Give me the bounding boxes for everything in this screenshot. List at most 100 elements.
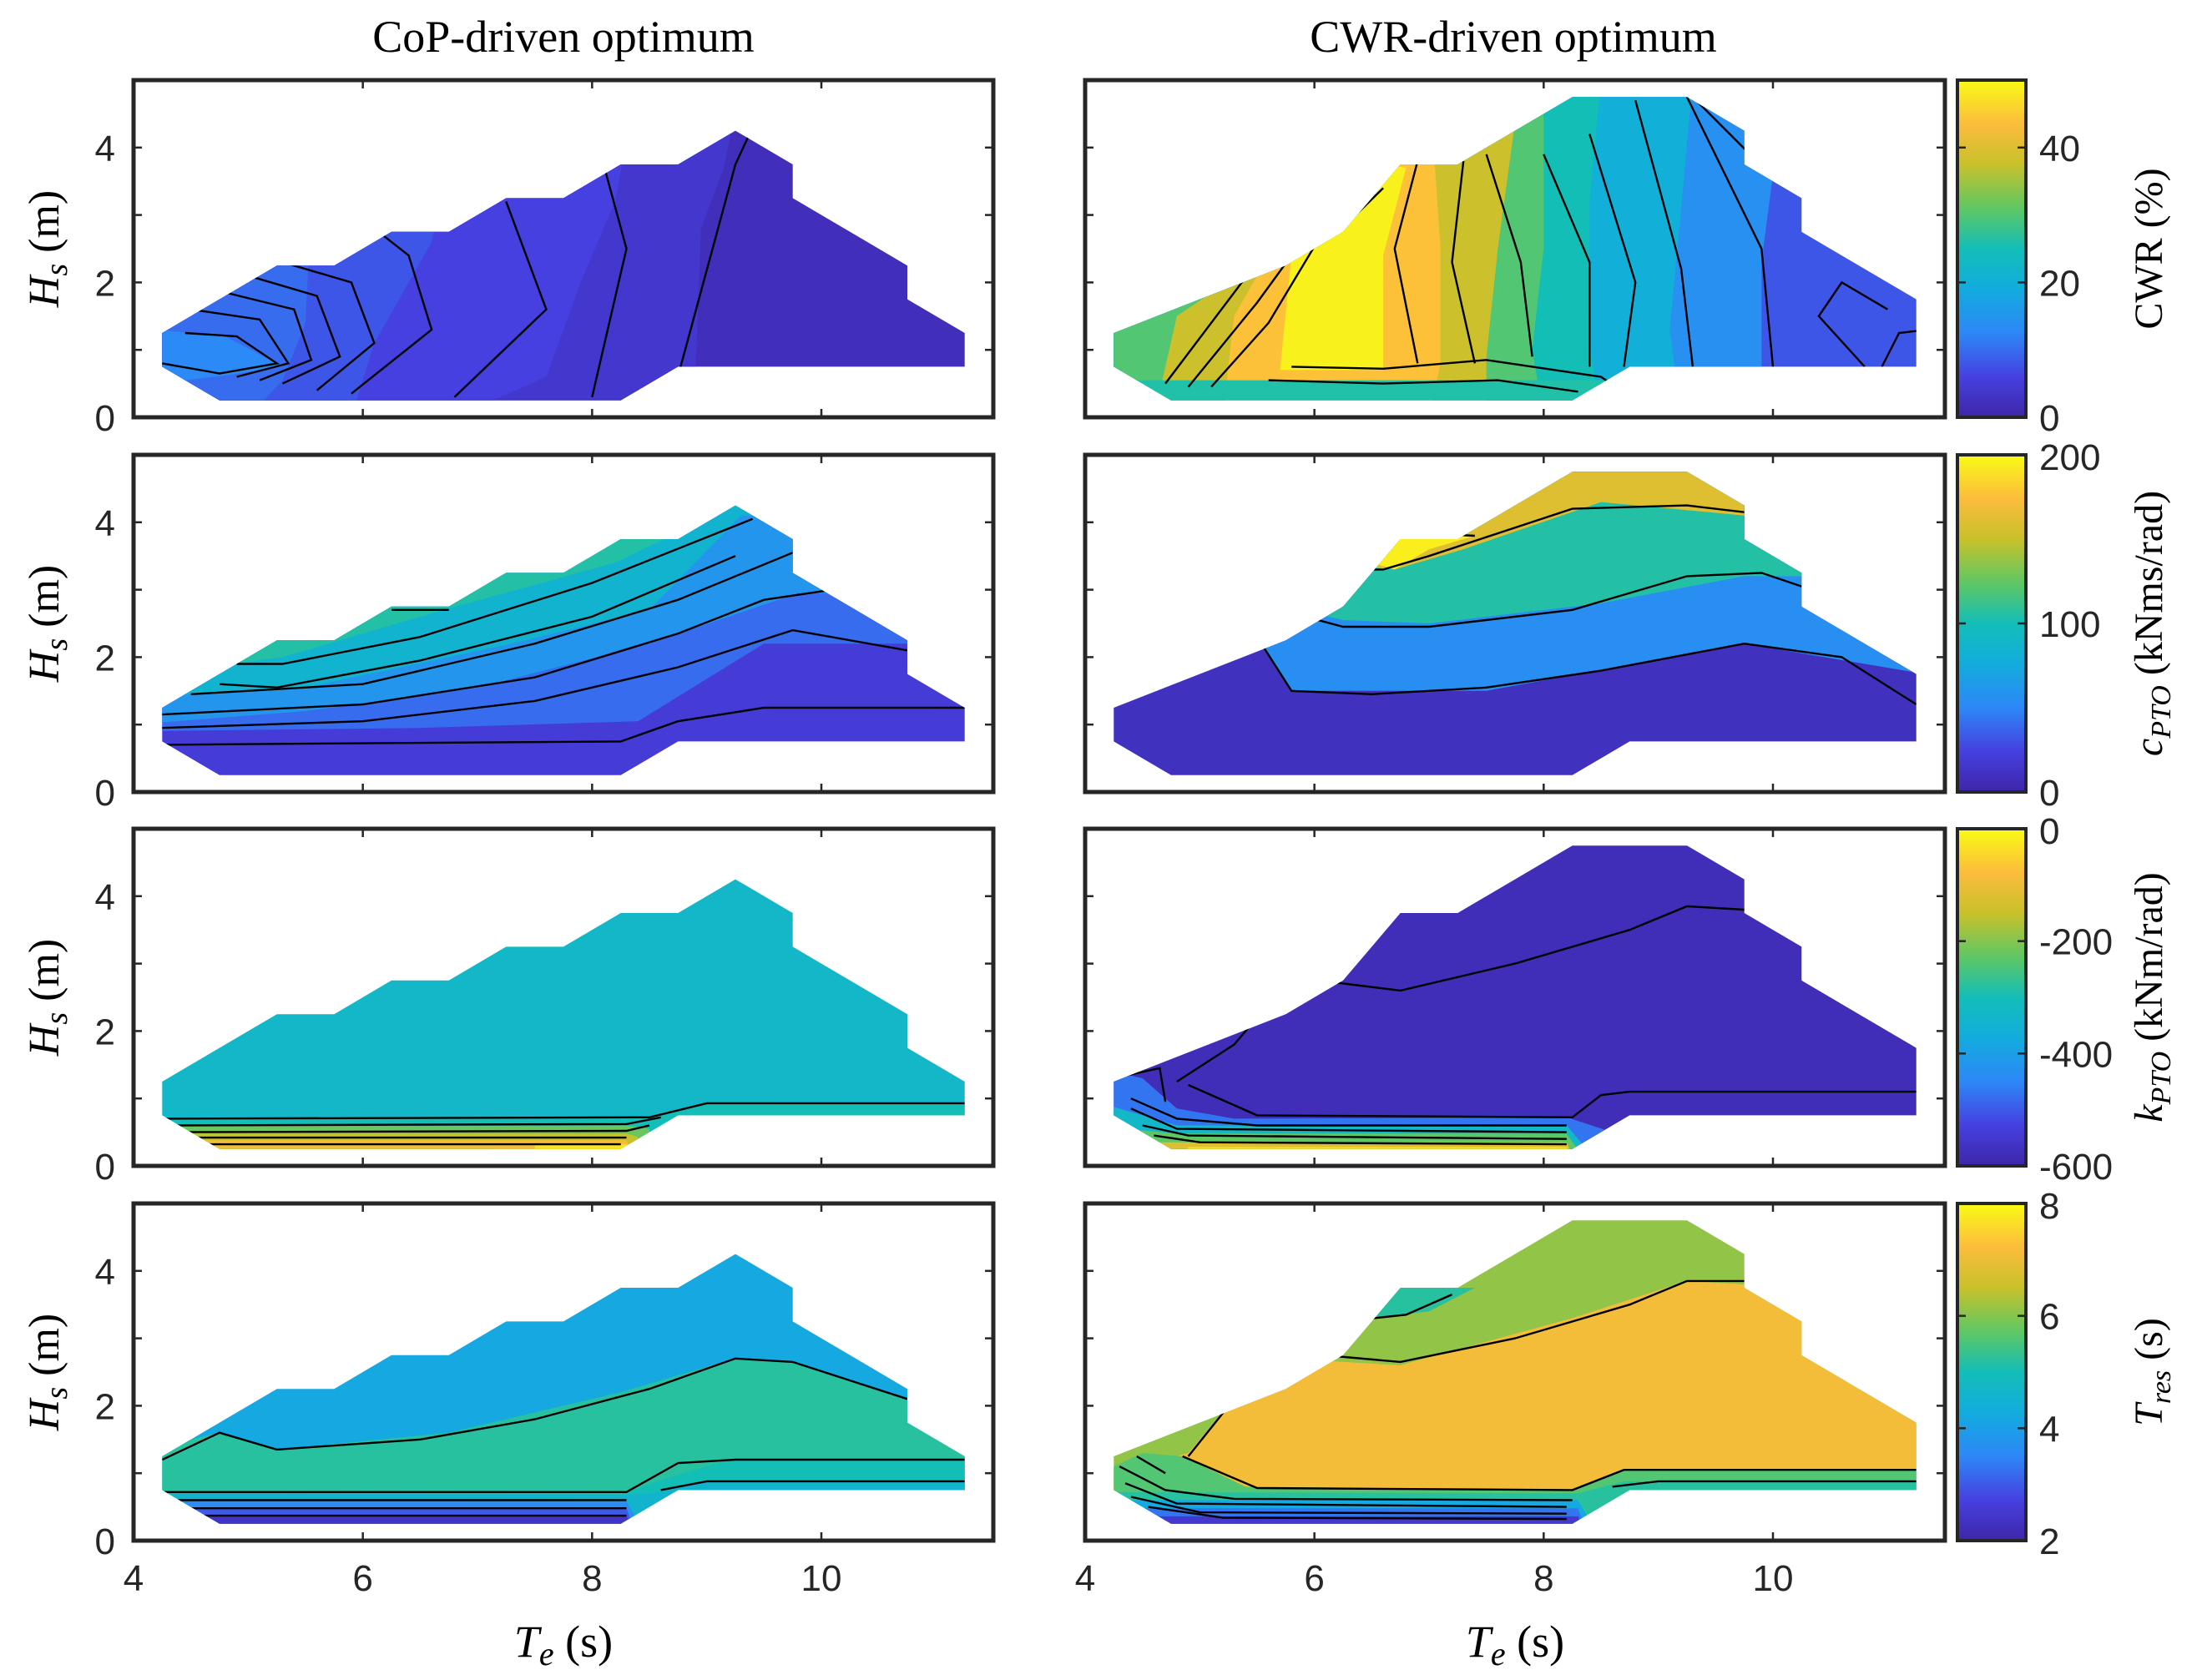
band-kpto-90 bbox=[162, 1140, 639, 1149]
axes-r3-c0: 0 2 4 Hs (m) 4 6 8 10 Te (s) bbox=[21, 1201, 996, 1672]
axes-box bbox=[1083, 78, 1947, 420]
contour-line bbox=[1634, 99, 1694, 367]
colorbar-label: CWR (%) bbox=[2127, 168, 2171, 329]
column-title-left: CoP-driven optimum bbox=[372, 12, 755, 62]
colorbar-tick-label: 4 bbox=[2039, 1409, 2059, 1450]
contour-line bbox=[1255, 636, 1917, 706]
colorbar-2: -600 -400 -200 0 kPTO (kNm/rad) bbox=[1956, 811, 2177, 1188]
x-tick-label: 6 bbox=[352, 1558, 372, 1599]
contour-line bbox=[162, 628, 908, 729]
axes-box bbox=[1083, 452, 1947, 795]
colorbar-tick-label: -600 bbox=[2039, 1147, 2113, 1188]
colorbar-tick-label: 100 bbox=[2039, 604, 2100, 645]
contour-line bbox=[671, 130, 754, 398]
colorbar-tick-label: 0 bbox=[2039, 398, 2059, 439]
contour-line bbox=[1685, 97, 1775, 367]
axes-box bbox=[131, 826, 996, 1168]
y-tick-label: 2 bbox=[95, 263, 115, 304]
x-tick-label: 8 bbox=[1533, 1558, 1553, 1599]
contour-line bbox=[1187, 255, 1293, 388]
y-tick-label: 0 bbox=[95, 1147, 115, 1188]
contour-line bbox=[1124, 1482, 1567, 1508]
x-tick-label: 10 bbox=[801, 1558, 842, 1599]
panel-4-contours bbox=[162, 879, 965, 1149]
axes-r0-c0: 0 2 4 Hs (m) bbox=[21, 78, 996, 439]
y-tick-label: 4 bbox=[95, 877, 115, 918]
contour-line bbox=[162, 1124, 650, 1133]
colorbar-tick-label: 6 bbox=[2039, 1297, 2059, 1338]
y-tick-label: 4 bbox=[95, 503, 115, 544]
band-cwr-13 bbox=[162, 330, 283, 384]
contour-line bbox=[1142, 1124, 1567, 1140]
colorbar-tick-label: 200 bbox=[2039, 437, 2100, 478]
band-cwr-49 bbox=[1280, 161, 1407, 371]
contour-line bbox=[453, 200, 548, 398]
x-tick-label: 6 bbox=[1304, 1558, 1324, 1599]
colorbar-tick-label: 20 bbox=[2039, 263, 2080, 304]
colorbar-tick-label: 0 bbox=[2039, 773, 2059, 814]
y-axis-label: Hs (m) bbox=[21, 190, 74, 308]
y-tick-label: 0 bbox=[95, 1521, 115, 1562]
contour-line bbox=[660, 1480, 965, 1491]
contour-line bbox=[282, 261, 376, 391]
colorbar-label: Tres (s) bbox=[2127, 1318, 2177, 1426]
band-kpto-120 bbox=[1142, 1142, 1578, 1149]
panel-2-contours bbox=[162, 505, 965, 775]
contour-line bbox=[190, 552, 794, 695]
y-tick-label: 0 bbox=[95, 398, 115, 439]
colorbar-tick-label: 2 bbox=[2039, 1521, 2059, 1562]
contour-line bbox=[1119, 1466, 1573, 1501]
colorbar-0: 0 20 40 CWR (%) bbox=[1956, 78, 2171, 439]
contour-line bbox=[1130, 1496, 1567, 1515]
contour-line bbox=[1130, 1097, 1567, 1127]
contour-line bbox=[1612, 1480, 1917, 1488]
y-axis-label: Hs (m) bbox=[21, 1314, 74, 1431]
contour-line bbox=[1176, 905, 1745, 1083]
contour-line bbox=[1130, 1107, 1567, 1133]
y-tick-label: 2 bbox=[95, 638, 115, 679]
contour-line bbox=[1280, 572, 1802, 628]
colorbar-tick-label: 0 bbox=[2039, 811, 2059, 852]
panel-7-contours bbox=[1114, 1220, 1917, 1524]
contour-line bbox=[236, 517, 754, 665]
contour-line bbox=[162, 1102, 965, 1120]
contour-line bbox=[190, 308, 290, 378]
contour-line bbox=[1588, 134, 1637, 367]
axes-r2-c1 bbox=[1083, 826, 1947, 1168]
contour-line bbox=[162, 1458, 965, 1494]
contour-line bbox=[1268, 379, 1578, 393]
contour-line bbox=[162, 588, 833, 716]
contour-line bbox=[1182, 1455, 1917, 1491]
axes-box bbox=[1083, 1201, 1947, 1543]
x-tick-label: 10 bbox=[1753, 1558, 1794, 1599]
contour-line bbox=[351, 227, 433, 395]
panel-1-contours bbox=[1114, 97, 1917, 401]
contour-line bbox=[1188, 1083, 1917, 1119]
colorbar-1: 0 100 200 cPTO (kNms/rad) bbox=[1956, 437, 2177, 814]
axes-r1-c1 bbox=[1083, 452, 1947, 795]
colorbar-gradient bbox=[1956, 78, 2028, 419]
band-kpto-30 bbox=[534, 1144, 639, 1149]
y-tick-label: 4 bbox=[95, 1252, 115, 1293]
x-axis-label: Te (s) bbox=[514, 1617, 613, 1672]
panel-6-contours bbox=[162, 1254, 965, 1524]
x-axis-label: Te (s) bbox=[1466, 1617, 1564, 1672]
y-tick-label: 0 bbox=[95, 773, 115, 814]
contour-line bbox=[219, 555, 736, 689]
contour-line bbox=[162, 1357, 908, 1461]
panel-5-contours bbox=[1114, 845, 1917, 1149]
y-tick-label: 2 bbox=[95, 1386, 115, 1427]
column-title-right: CWR-driven optimum bbox=[1310, 12, 1716, 62]
y-axis-label: Hs (m) bbox=[21, 565, 74, 683]
x-tick-label: 8 bbox=[582, 1558, 602, 1599]
x-tick-label: 4 bbox=[124, 1558, 144, 1599]
colorbar-gradient bbox=[1956, 827, 2028, 1168]
contour-line bbox=[1154, 1134, 1567, 1146]
contour-line bbox=[591, 164, 628, 398]
y-tick-label: 4 bbox=[95, 129, 115, 169]
contour-line bbox=[1451, 160, 1477, 364]
colorbar-tick-label: 8 bbox=[2039, 1186, 2059, 1227]
contour-line bbox=[1485, 154, 1533, 357]
axes-r1-c0: 0 2 4 Hs (m) bbox=[21, 452, 996, 814]
